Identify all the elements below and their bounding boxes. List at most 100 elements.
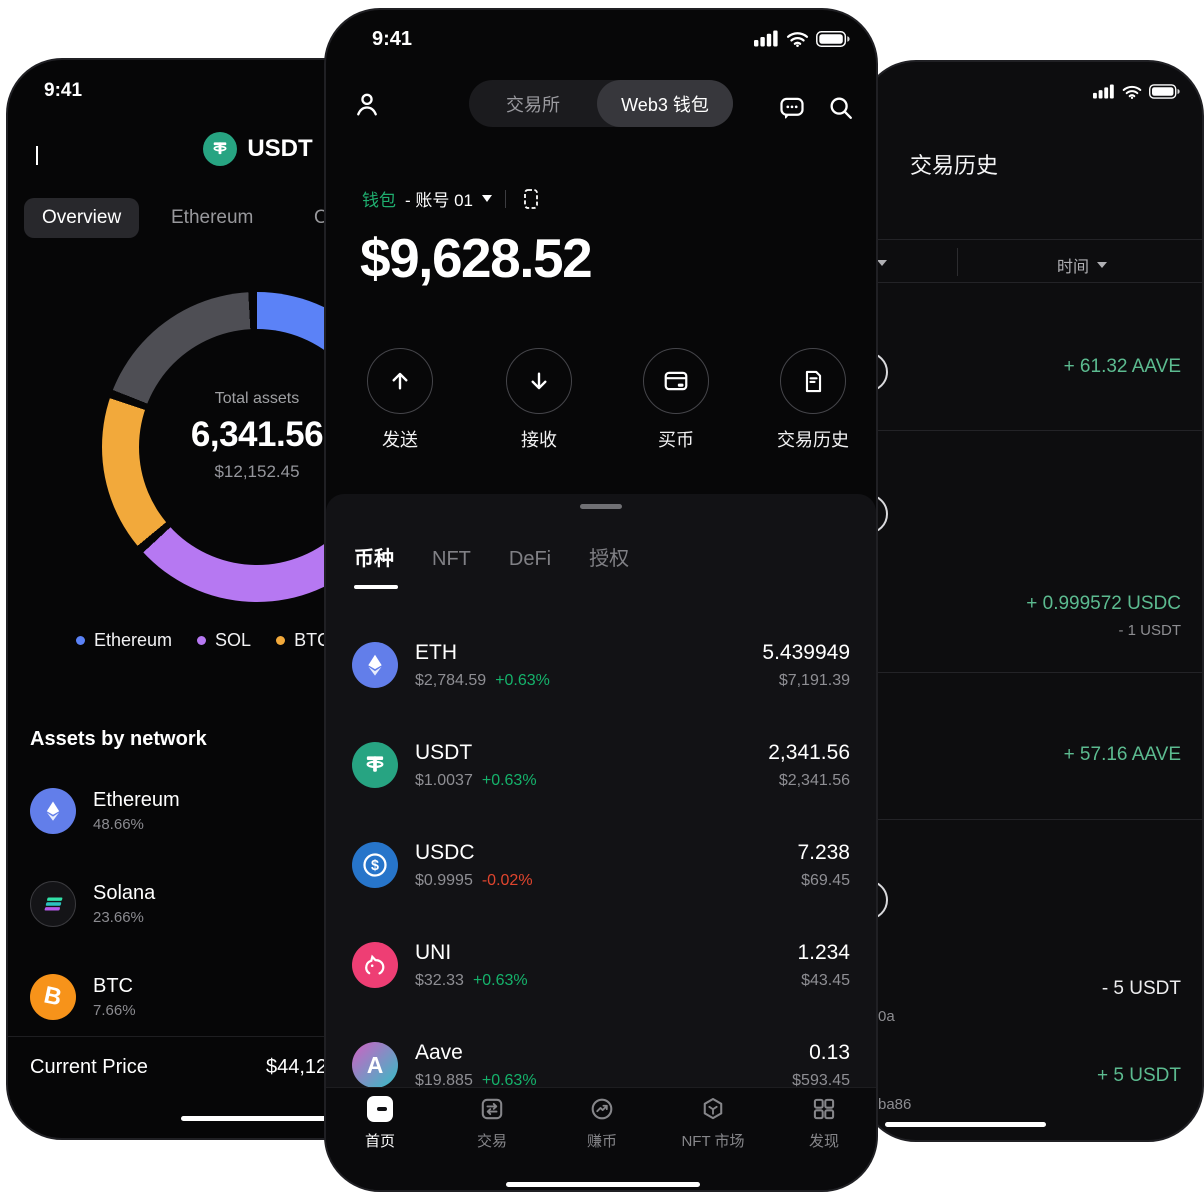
usdc-icon: $ [352,842,398,888]
coin-amount: 5.439949 [762,640,850,664]
tab-ethereum[interactable]: Ethereum [171,207,254,228]
nav-discover[interactable]: 发现 [769,1096,876,1151]
home-icon [367,1096,393,1122]
coin-change: +0.63% [472,971,528,989]
legend-item: Ethereum [76,630,172,651]
solana-icon [30,881,76,927]
tx-amount[interactable]: + 61.32 AAVE [1063,356,1181,377]
tx-address-fragment: ba86 [878,1096,912,1113]
person-icon [357,93,377,116]
legend-dot-ethereum [76,636,85,645]
divider [862,819,1202,820]
tab-overview[interactable]: Overview [24,198,140,238]
coin-fiat: $69.45 [801,871,850,889]
uni-icon [352,942,398,988]
nft-hexagon-icon [703,1098,723,1120]
legend-item: BTC [276,630,330,651]
legend-item: SOL [197,630,251,651]
send-button[interactable] [367,348,433,414]
tx-amount[interactable]: - 5 USDT [1101,978,1181,999]
scan-button[interactable] [519,187,543,211]
coin-price: $2,784.59 [415,671,487,689]
coin-amount: 7.238 [797,840,850,864]
tab-nft[interactable]: NFT [432,548,471,570]
coin-symbol: USDC [415,840,475,864]
nav-earn[interactable]: 赚币 [547,1096,657,1151]
donut-center-text: Total assets 6,341.56 $12,152.45 [102,390,412,482]
page-title: 交易历史 [910,153,999,178]
coin-header: USDT [8,132,508,166]
search-icon [830,97,852,119]
support-chat-button[interactable] [778,94,806,122]
coin-row-usdc[interactable]: $ USDC $0.9995 -0.02% 7.238 $69.45 [326,815,876,915]
tab-web3-wallet[interactable]: Web3 钱包 [597,80,733,127]
drag-handle[interactable] [580,504,622,509]
coin-fiat: $43.45 [801,971,850,989]
coin-row-usdt[interactable]: USDT $1.0037 +0.63% 2,341.56 $2,341.56 [326,715,876,815]
coin-amount: 2,341.56 [768,740,850,764]
divider [862,672,1202,673]
scan-icon [524,188,538,209]
nav-label: 赚币 [586,1133,617,1150]
nav-trade[interactable]: 交易 [437,1096,547,1151]
total-assets-label: Total assets [214,390,300,407]
coin-change: +0.63% [481,1071,537,1089]
history-button[interactable] [780,348,846,414]
network-row-ethereum[interactable]: Ethereum 48.66% [30,788,180,834]
account-selector[interactable]: 钱包 - 账号 01 [362,186,543,211]
divider [862,239,1202,240]
total-assets-fiat: $12,152.45 [214,462,300,481]
buy-crypto-button[interactable] [643,348,709,414]
active-tab-underline [354,585,398,589]
coin-row-aave[interactable]: A Aave $19.885 +0.63% 0.13 $593.45 [326,1015,876,1115]
coin-row-eth[interactable]: ETH $2,784.59 +0.63% 5.439949 $7,191.39 [326,615,876,715]
wallet-label: 钱包 [362,191,396,210]
tx-amount[interactable]: + 5 USDT [1097,1065,1181,1086]
sheet-tabs: 币种 NFT DeFi 授权 [354,542,629,571]
status-time: 9:41 [44,80,83,101]
home-indicator[interactable] [885,1122,1046,1127]
nav-nft-market[interactable]: NFT 市场 [658,1096,768,1151]
coin-fiat: $593.45 [792,1071,850,1089]
coin-fiat: $2,341.56 [778,771,850,789]
bottom-navbar: 首页 交易 赚币 NFT 市场 发现 [326,1087,876,1190]
tx-amount[interactable]: + 0.999572 USDC [1026,593,1181,614]
tx-amount[interactable]: + 57.16 AAVE [1063,744,1181,765]
home-indicator[interactable] [506,1182,700,1187]
arrow-up-icon [392,372,408,390]
page-title: USDT [247,135,313,162]
time-filter[interactable]: 时间 [1057,253,1108,277]
current-price-label: Current Price [30,1056,148,1078]
coin-amount: 1.234 [797,940,850,964]
search-button[interactable] [827,94,855,122]
coin-symbol: ETH [415,640,457,664]
tab-defi[interactable]: DeFi [508,548,552,570]
tab-exchange[interactable]: 交易所 [506,94,560,115]
nav-label: NFT 市场 [681,1133,745,1150]
nav-home[interactable]: 首页 [326,1096,435,1151]
profile-button[interactable] [353,90,381,118]
earn-icon [591,1098,613,1120]
home-indicator[interactable] [181,1116,375,1121]
filter-caret-partial[interactable] [877,260,887,266]
chevron-down-icon [482,195,493,202]
tab-approvals[interactable]: 授权 [589,548,630,570]
coin-price: $32.33 [415,971,464,989]
donut-legend: Ethereum SOL BTC [76,630,330,651]
total-assets-value: 6,341.56 [190,415,324,454]
tab-coins[interactable]: 币种 [354,548,394,570]
receive-button[interactable] [506,348,572,414]
tx-address-fragment: 0a [878,1008,895,1025]
card-icon [664,371,688,391]
usdt-icon [203,132,238,166]
coin-row-uni[interactable]: UNI $32.33 +0.63% 1.234 $43.45 [326,915,876,1015]
legend-dot-sol [197,636,207,645]
grid-icon [813,1098,835,1120]
coin-symbol: Aave [415,1040,463,1064]
network-row-solana[interactable]: Solana 23.66% [30,881,155,927]
coin-symbol: USDT [415,740,473,764]
wifi-icon [786,32,809,47]
network-row-btc[interactable]: B BTC 7.66% [30,974,136,1020]
network-name: Ethereum [93,789,180,811]
nav-label: 首页 [364,1133,395,1150]
